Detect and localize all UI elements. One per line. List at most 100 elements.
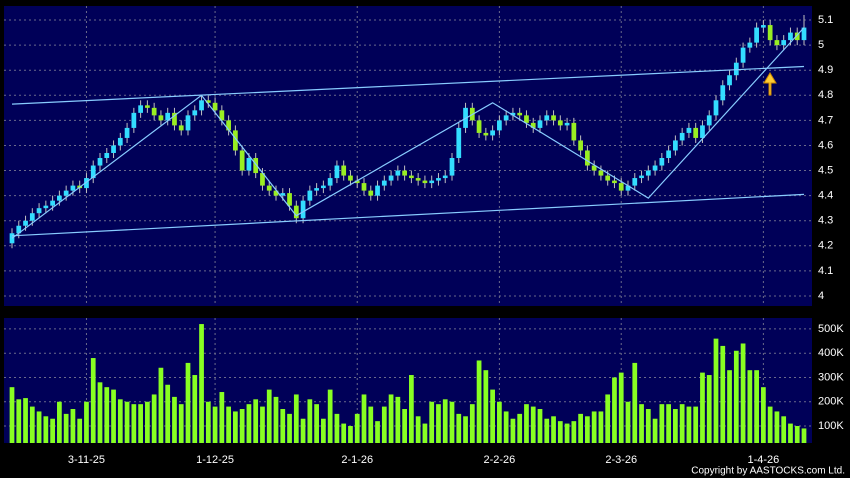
candle-body (442, 175, 448, 179)
volume-bar (381, 406, 387, 443)
candle-body (280, 193, 286, 196)
candle-body (327, 178, 333, 186)
volume-bar (280, 409, 286, 443)
candle-body (659, 158, 665, 166)
candle-body (537, 120, 543, 128)
candle-body (381, 180, 387, 186)
volume-bar (544, 418, 550, 443)
volume-bar (138, 404, 143, 443)
candle-body (571, 122, 577, 141)
volume-bar (774, 411, 780, 443)
volume-bar (794, 426, 800, 443)
candle-body (524, 115, 529, 123)
volume-bar (537, 409, 543, 443)
candle-body (449, 158, 455, 176)
volume-bar (618, 372, 624, 443)
volume-bar (706, 375, 712, 443)
candle-body (307, 190, 313, 201)
volume-bar (673, 409, 678, 443)
volume-bar (483, 370, 489, 443)
candle-body (801, 27, 807, 41)
volume-bar (605, 394, 611, 443)
candle-body (605, 175, 611, 181)
volume-bar (564, 423, 570, 443)
volume-bar (287, 413, 292, 443)
volume-bar (436, 404, 441, 443)
volume-bar (598, 411, 604, 443)
candle-body (354, 180, 360, 184)
volume-bar (185, 362, 191, 443)
candle-body (727, 75, 732, 86)
volume-bar (23, 398, 28, 443)
candle-body (409, 175, 414, 179)
candle-body (151, 107, 157, 116)
candle-body (104, 152, 110, 159)
candle-body (273, 190, 279, 196)
y-tick-label: 500K (818, 323, 844, 335)
y-tick-label: 5.1 (818, 14, 833, 26)
candle-body (226, 120, 231, 131)
volume-bar (178, 404, 184, 443)
candle-body (287, 193, 292, 206)
x-tick-label: 2-3-26 (605, 454, 637, 466)
candle-body (192, 110, 198, 116)
candle-body (90, 165, 96, 179)
candle-body (314, 188, 319, 191)
volume-bar (497, 401, 502, 443)
y-tick-label: 4.9 (818, 64, 833, 76)
y-tick-label: 4.7 (818, 114, 833, 126)
candle-body (402, 170, 407, 176)
candle-body (429, 180, 435, 184)
candle-body (172, 112, 177, 126)
candle-body (503, 115, 509, 121)
volume-bar (50, 418, 55, 443)
volume-bar (693, 406, 699, 443)
volume-bar (70, 409, 76, 443)
volume-bar (551, 416, 556, 443)
volume-bar (63, 413, 69, 443)
candle-body (50, 200, 55, 206)
candle-body (16, 225, 22, 234)
x-tick-label: 1-12-25 (196, 454, 234, 466)
candle-body (246, 158, 252, 171)
volume-bar (700, 372, 705, 443)
volume-bar (151, 394, 157, 443)
trend-line (11, 193, 805, 237)
volume-bar (111, 389, 116, 443)
candle-body (23, 220, 28, 226)
candle-body (84, 178, 89, 189)
volume-bar (612, 377, 617, 443)
y-tick-label: 400K (818, 347, 844, 359)
volume-bar (239, 409, 245, 443)
candle-body (761, 25, 766, 28)
candle-body (205, 100, 211, 103)
candle-body (585, 150, 590, 166)
y-tick-label: 4.8 (818, 89, 833, 101)
candle-body (395, 170, 401, 176)
candle-body (321, 185, 326, 189)
candle-body (300, 200, 306, 219)
y-tick-label: 100K (818, 420, 844, 432)
candle-body (578, 140, 583, 151)
volume-bar (422, 423, 428, 443)
y-tick-label: 300K (818, 371, 844, 383)
candle-body (212, 102, 218, 111)
volume-bar (409, 375, 414, 443)
volume-bar (591, 411, 597, 443)
volume-bar (327, 389, 333, 443)
candle-body (375, 185, 380, 196)
volume-bar (632, 362, 638, 443)
volume-bar (801, 428, 807, 443)
volume-bar (713, 338, 719, 443)
volume-bar (124, 401, 130, 443)
candle-body (178, 125, 184, 131)
volume-bar (192, 375, 198, 443)
candle-body (551, 115, 556, 121)
plot-layer: 4 4.1 4.2 4.3 4.4 4.5 4.6 4.7 4.8 4.9 5 5.1 100K 200K… (4, 6, 844, 466)
volume-bar (747, 370, 753, 443)
candle-body (564, 122, 570, 126)
candle-body (131, 112, 137, 128)
volume-bar (212, 406, 218, 443)
volume-bar (585, 416, 590, 443)
x-tick-label: 1-4-26 (747, 454, 779, 466)
